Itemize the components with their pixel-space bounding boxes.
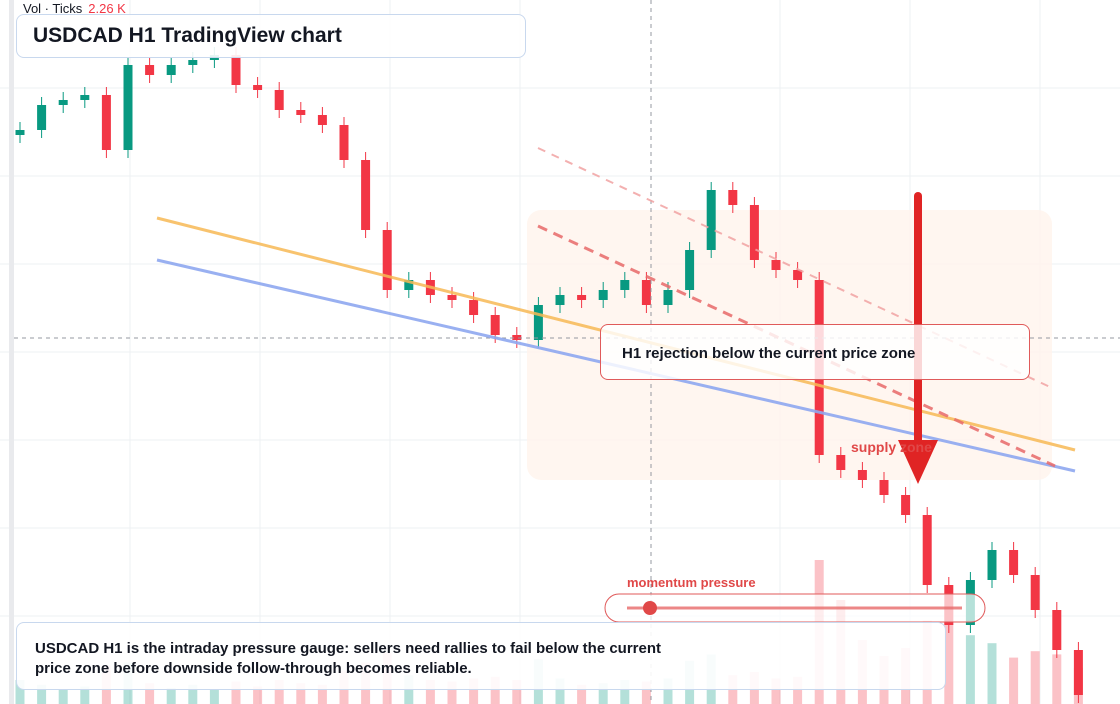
volume-bar xyxy=(598,683,608,704)
candle-body xyxy=(447,295,457,300)
candle-body xyxy=(166,65,176,75)
candle-body xyxy=(58,100,68,105)
candle-body xyxy=(296,110,306,115)
candle-body xyxy=(404,280,414,290)
volume-bar xyxy=(447,681,457,704)
candle-body xyxy=(1052,610,1062,650)
candle-body xyxy=(663,290,673,305)
candle-body xyxy=(274,90,284,110)
zone-label: supply zone xyxy=(851,439,932,455)
candle-body xyxy=(555,295,565,305)
candle-body xyxy=(469,300,479,315)
volume-legend: Vol · Ticks 2.26 K xyxy=(23,1,126,16)
candle-body xyxy=(490,315,500,335)
volume-bar xyxy=(37,684,47,704)
volume-bar xyxy=(620,680,630,704)
volume-bar xyxy=(1009,657,1019,704)
volume-bar xyxy=(166,688,176,704)
volume-bar xyxy=(1052,654,1062,704)
side-bar xyxy=(9,0,14,704)
candle-body xyxy=(901,495,911,515)
candle-body xyxy=(1030,575,1040,610)
volume-bar xyxy=(641,681,651,704)
volume-bar xyxy=(209,689,219,704)
volume-bar xyxy=(987,643,997,704)
volume-bar xyxy=(58,689,68,704)
chart-title: USDCAD H1 TradingView chart xyxy=(16,14,526,58)
candle-body xyxy=(512,335,522,340)
volume-legend-label: Vol · Ticks xyxy=(23,1,83,16)
volume-bar xyxy=(577,684,587,704)
volume-bar xyxy=(944,608,954,704)
gauge-knob xyxy=(643,601,657,615)
candle-body xyxy=(728,190,738,205)
candle-body xyxy=(37,105,47,130)
gauge-label: momentum pressure xyxy=(627,575,756,590)
volume-legend-value: 2.26 K xyxy=(88,1,126,16)
dashed-line xyxy=(537,224,1056,468)
candle-body xyxy=(987,550,997,580)
candle-body xyxy=(533,305,543,340)
volume-bar xyxy=(188,684,198,704)
volume-bar xyxy=(253,686,263,704)
volume-bar xyxy=(80,686,90,704)
candle-body xyxy=(577,295,587,300)
candle-body xyxy=(361,160,371,230)
volume-bar xyxy=(145,683,155,704)
volume-bar xyxy=(965,635,975,704)
note: USDCAD H1 is the intraday pressure gauge… xyxy=(16,622,946,690)
candle-body xyxy=(80,95,90,100)
candle-body xyxy=(123,65,133,150)
volume-bar xyxy=(555,678,565,704)
candle-body xyxy=(620,280,630,290)
volume-bar xyxy=(231,681,241,704)
candle-body xyxy=(1009,550,1019,575)
candle-body xyxy=(641,280,651,305)
candle-body xyxy=(101,95,111,150)
candle-body xyxy=(1073,650,1083,695)
candle-body xyxy=(857,470,867,480)
candle-body xyxy=(145,65,155,75)
volume-bar xyxy=(469,678,479,704)
candle-body xyxy=(685,250,695,290)
candle-body xyxy=(253,85,263,90)
volume-bar xyxy=(793,676,803,704)
volume-bar xyxy=(490,676,500,704)
candle-body xyxy=(15,130,25,135)
candle-body xyxy=(231,55,241,85)
annotation: H1 rejection below the current price zon… xyxy=(600,324,1030,380)
candle-body xyxy=(598,290,608,300)
candle-body xyxy=(706,190,716,250)
candle-body xyxy=(922,515,932,585)
volume-bar xyxy=(274,680,284,704)
candle-body xyxy=(339,125,349,160)
candle-body xyxy=(382,230,392,290)
volume-bar xyxy=(771,678,781,704)
volume-bar xyxy=(317,684,327,704)
candle-body xyxy=(771,260,781,270)
volume-bar xyxy=(663,678,673,704)
candle-body xyxy=(188,60,198,65)
volume-bar xyxy=(425,680,435,704)
arrow-head xyxy=(898,440,938,484)
candle-body xyxy=(793,270,803,280)
volume-bar xyxy=(1030,651,1040,704)
candle-body xyxy=(879,480,889,495)
volume-bar xyxy=(296,683,306,704)
candle-body xyxy=(749,205,759,260)
candle-body xyxy=(317,115,327,125)
volume-bar xyxy=(15,680,25,704)
volume-bar xyxy=(512,680,522,704)
candle-body xyxy=(836,455,846,470)
